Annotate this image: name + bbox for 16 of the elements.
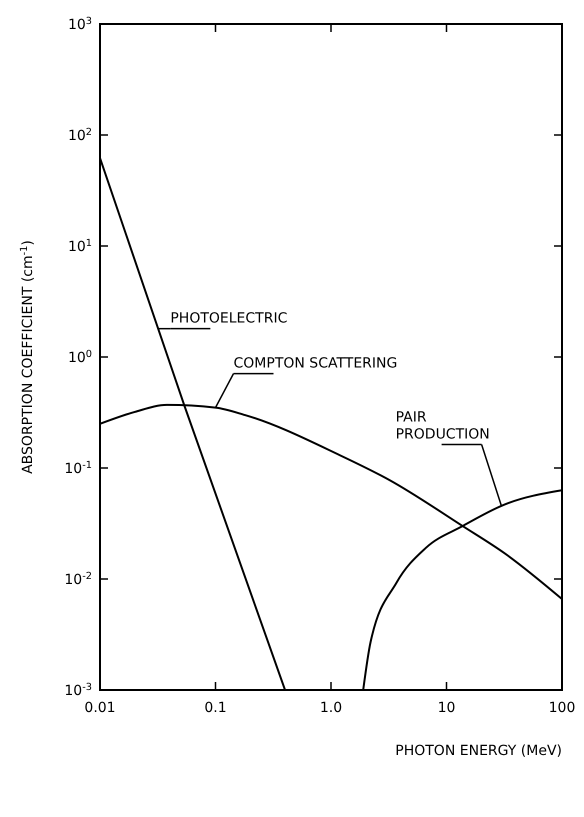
y-tick-label: 10$^{2}$ bbox=[68, 126, 92, 144]
x-tick-label: 1.0 bbox=[320, 700, 342, 716]
y-tick-label: 10$^{-2}$ bbox=[64, 570, 92, 588]
annotation: PAIR PRODUCTION bbox=[396, 409, 490, 442]
annotation: PHOTOELECTRIC bbox=[170, 310, 288, 327]
annotation: COMPTON SCATTERING bbox=[234, 356, 398, 372]
x-tick-label: 100 bbox=[548, 700, 576, 716]
y-tick-label: 10$^{-3}$ bbox=[64, 682, 92, 699]
y-tick-label: 10$^{-1}$ bbox=[64, 460, 92, 477]
y-tick-label: 10$^{3}$ bbox=[68, 16, 92, 33]
y-tick-label: 10$^{0}$ bbox=[68, 348, 92, 366]
x-tick-label: 0.1 bbox=[204, 700, 227, 716]
y-tick-label: 10$^{1}$ bbox=[68, 238, 92, 255]
x-tick-label: 0.01 bbox=[84, 700, 116, 716]
x-axis-title: PHOTON ENERGY (MeV) bbox=[395, 743, 562, 759]
x-tick-label: 10 bbox=[438, 700, 456, 716]
